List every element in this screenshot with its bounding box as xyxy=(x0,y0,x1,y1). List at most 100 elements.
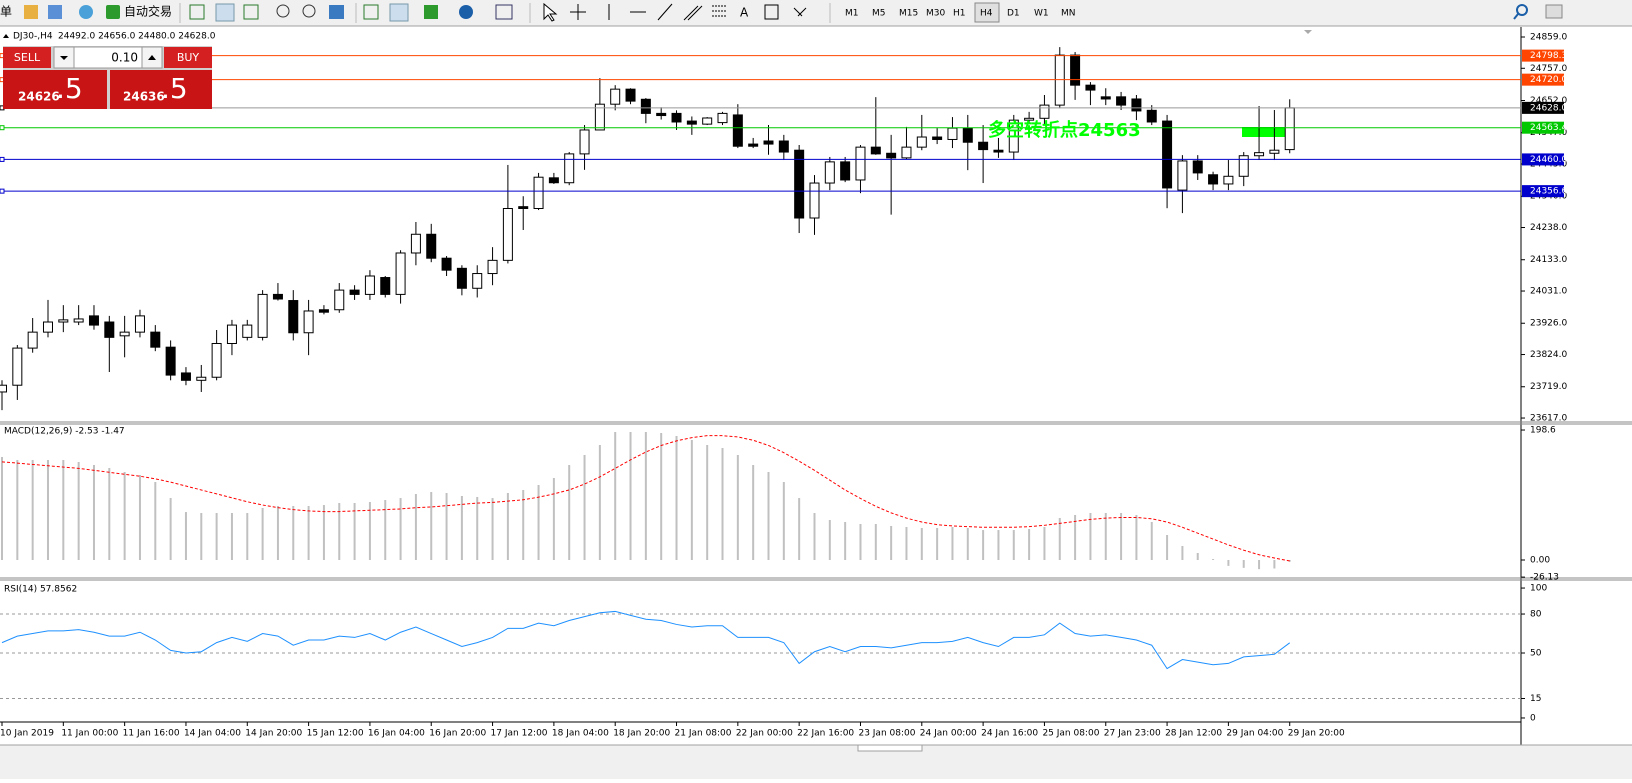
sell-button[interactable] xyxy=(3,47,51,68)
buy-label[interactable]: BUY xyxy=(177,51,200,64)
icon[interactable] xyxy=(389,3,409,22)
candle-body xyxy=(640,98,651,114)
fibo-tool[interactable] xyxy=(712,5,726,17)
icon[interactable] xyxy=(79,5,93,19)
x-tick-label: 21 Jan 08:00 xyxy=(675,729,732,739)
y-tick-label: 23926.0 xyxy=(1530,319,1567,329)
candle-body xyxy=(916,136,927,148)
candle-body xyxy=(502,208,513,261)
lot-value[interactable]: 0.10 xyxy=(111,51,138,65)
timeframe[interactable]: M1 xyxy=(845,9,859,19)
candle-body xyxy=(349,289,360,295)
candle-body xyxy=(0,384,7,393)
candle-body xyxy=(272,293,283,300)
chart-tab[interactable] xyxy=(857,744,923,752)
hline-label: 24628.0 xyxy=(1530,103,1567,113)
x-tick-label: 11 Jan 16:00 xyxy=(123,729,180,739)
candle-body xyxy=(671,112,682,123)
icon[interactable] xyxy=(459,5,473,19)
candle-body xyxy=(73,318,84,323)
x-tick-label: 29 Jan 20:00 xyxy=(1288,729,1345,739)
hline-label: 24798.3 xyxy=(1530,51,1567,61)
buy-price-box[interactable] xyxy=(110,70,212,109)
collapse-icon[interactable] xyxy=(3,34,9,38)
candle-body xyxy=(42,321,53,333)
auto-trading-icon[interactable] xyxy=(106,5,120,19)
candle-body xyxy=(1284,107,1295,151)
x-tick-label: 24 Jan 00:00 xyxy=(920,729,977,739)
timeframe[interactable]: M5 xyxy=(872,9,886,19)
icon[interactable] xyxy=(329,5,344,19)
timeframe[interactable]: M30 xyxy=(926,9,945,19)
candle-body xyxy=(1131,98,1142,112)
candle-body xyxy=(487,259,498,275)
candle-body xyxy=(1085,84,1096,91)
icon[interactable] xyxy=(215,3,235,22)
cursor-tool[interactable] xyxy=(543,2,558,22)
candle-body xyxy=(472,273,483,289)
trendline-tool[interactable] xyxy=(657,3,673,21)
candle-body xyxy=(932,136,943,140)
candle-body xyxy=(395,252,406,295)
icon[interactable] xyxy=(24,5,38,19)
zoom-out[interactable] xyxy=(302,4,316,18)
x-tick-label: 11 Jan 00:00 xyxy=(61,729,118,739)
channel-tool[interactable] xyxy=(683,5,703,21)
candle-body xyxy=(962,127,973,143)
candle-body xyxy=(1024,117,1035,121)
hline-handle xyxy=(0,125,5,131)
chat-icon[interactable] xyxy=(1545,4,1563,19)
timeframe[interactable]: H4 xyxy=(980,9,993,19)
candle-body xyxy=(426,233,437,259)
zoom-in[interactable] xyxy=(276,4,290,18)
x-tick-label: 14 Jan 04:00 xyxy=(184,729,241,739)
candle-body xyxy=(441,257,452,271)
icon[interactable] xyxy=(243,4,259,20)
icon[interactable] xyxy=(189,4,205,20)
icon[interactable] xyxy=(48,5,62,19)
y-tick-label: 23719.0 xyxy=(1530,382,1567,392)
icon[interactable] xyxy=(424,5,438,19)
candle-body xyxy=(763,140,774,145)
text-tool[interactable]: A xyxy=(740,6,749,20)
timeframe[interactable]: M15 xyxy=(899,9,918,19)
rsi-title: RSI(14) 57.8562 xyxy=(4,585,77,595)
arrows-tool[interactable] xyxy=(793,7,807,17)
timeframe[interactable]: H1 xyxy=(953,9,966,19)
candle-body xyxy=(947,127,958,140)
search[interactable] xyxy=(1516,4,1528,16)
candle-body xyxy=(165,346,176,376)
hline-label-bg xyxy=(1522,121,1564,134)
menu-fragment[interactable]: 单 xyxy=(0,5,12,19)
y-tick-label: 24238.0 xyxy=(1530,223,1567,233)
signal-line xyxy=(1,435,1290,562)
hline-handle xyxy=(0,188,5,194)
sell-price-box[interactable] xyxy=(3,70,107,109)
hline-label: 24460.0 xyxy=(1530,155,1567,165)
crosshair-tool[interactable] xyxy=(570,4,586,20)
timeframe[interactable]: MN xyxy=(1061,9,1076,19)
candle-body xyxy=(257,293,268,338)
timeframe[interactable]: D1 xyxy=(1007,9,1020,19)
y-tick-label: 0.00 xyxy=(1530,556,1550,566)
timeframe-active[interactable] xyxy=(974,2,1000,23)
x-tick-label: 29 Jan 04:00 xyxy=(1226,729,1283,739)
lot-down-arrow xyxy=(60,56,68,60)
candle-body xyxy=(978,141,989,151)
y-tick-label: 23824.0 xyxy=(1530,350,1567,360)
icon[interactable] xyxy=(495,4,513,20)
chart-title: DJ30-,H4 xyxy=(13,32,53,42)
label-tool[interactable] xyxy=(764,4,779,20)
candle-body xyxy=(119,331,130,337)
candle-body xyxy=(579,129,590,155)
sell-label[interactable]: SELL xyxy=(14,51,41,64)
candle-body xyxy=(1177,160,1188,191)
timeframe[interactable]: W1 xyxy=(1034,9,1049,19)
auto-trading[interactable]: 自动交易 xyxy=(124,4,172,19)
icon[interactable] xyxy=(363,4,379,20)
buy-button[interactable] xyxy=(164,47,212,68)
sell-price-frac: .5 xyxy=(56,72,83,105)
y-tick-label: 50 xyxy=(1530,649,1542,659)
